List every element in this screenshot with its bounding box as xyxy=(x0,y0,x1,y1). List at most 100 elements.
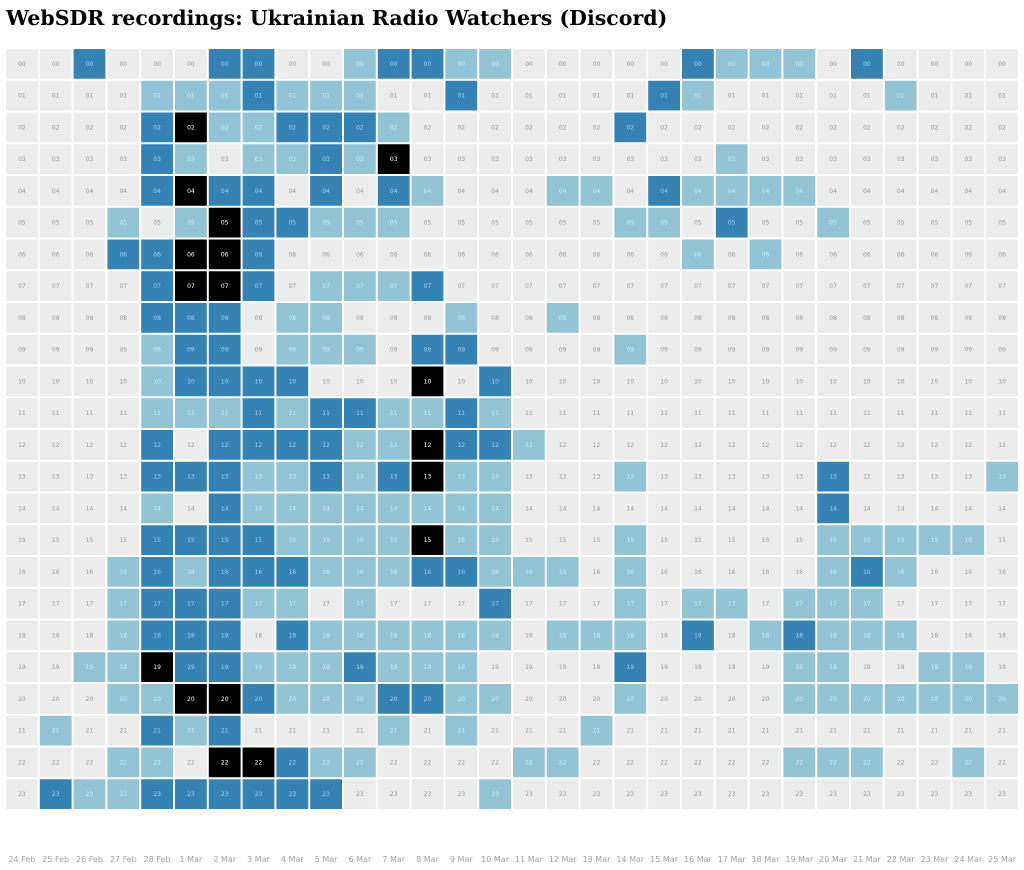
heatmap-cell-label: 18 xyxy=(559,632,567,639)
heatmap-cell-label: 02 xyxy=(593,124,601,131)
heatmap-cell xyxy=(918,239,951,270)
heatmap-cell-label: 00 xyxy=(660,61,668,68)
heatmap-cell-label: 15 xyxy=(457,537,465,544)
heatmap-cell xyxy=(851,493,883,524)
heatmap-cell xyxy=(851,80,883,111)
heatmap-cell xyxy=(918,461,951,492)
heatmap-cell xyxy=(107,176,140,206)
heatmap-cell xyxy=(986,334,1018,365)
heatmap-cell-label: 03 xyxy=(998,156,1006,163)
heatmap-cell-label: 22 xyxy=(525,759,533,766)
heatmap-cell-label: 23 xyxy=(255,791,263,798)
heatmap-cell xyxy=(208,493,241,524)
heatmap-cell xyxy=(445,207,478,238)
heatmap-cell xyxy=(614,747,647,778)
heatmap-cell xyxy=(310,557,342,587)
heatmap-cell xyxy=(682,652,714,682)
heatmap-cell-label: 05 xyxy=(457,220,465,227)
heatmap-cell xyxy=(344,715,376,746)
heatmap-cell xyxy=(580,80,613,111)
heatmap-cell xyxy=(884,430,917,460)
heatmap-cell-label: 20 xyxy=(356,696,364,703)
heatmap-cell-label: 00 xyxy=(187,61,195,68)
heatmap-cell-label: 08 xyxy=(187,315,195,322)
heatmap-cell-label: 01 xyxy=(795,93,803,100)
heatmap-cell-label: 03 xyxy=(255,156,263,163)
heatmap-cell xyxy=(851,557,883,587)
heatmap-cell xyxy=(141,271,173,301)
heatmap-cell xyxy=(783,588,816,619)
heatmap-cell xyxy=(73,49,106,79)
heatmap-cell-label: 16 xyxy=(559,569,567,576)
heatmap-cell-label: 00 xyxy=(829,61,837,68)
heatmap-cell-label: 16 xyxy=(593,569,601,576)
heatmap-cell-label: 07 xyxy=(660,283,668,290)
heatmap-cell-label: 19 xyxy=(762,664,770,671)
heatmap-cell xyxy=(479,557,511,587)
heatmap-cell xyxy=(479,334,511,365)
heatmap-cell xyxy=(208,398,241,428)
heatmap-cell xyxy=(377,112,410,143)
heatmap-cell-label: 01 xyxy=(424,93,432,100)
heatmap-cell-label: 23 xyxy=(86,791,94,798)
heatmap-cell-label: 15 xyxy=(728,537,736,544)
heatmap-cell xyxy=(682,176,714,206)
heatmap-cell-label: 04 xyxy=(491,188,499,195)
heatmap-cell-label: 21 xyxy=(491,728,499,735)
heatmap-cell xyxy=(344,620,376,651)
heatmap-cell xyxy=(73,271,106,301)
heatmap-cell xyxy=(918,430,951,460)
heatmap-cell xyxy=(39,588,72,619)
heatmap-cell xyxy=(39,779,72,809)
heatmap-cell xyxy=(208,430,241,460)
heatmap-cell-label: 14 xyxy=(660,505,668,512)
heatmap-cell-label: 10 xyxy=(660,378,668,385)
heatmap-cell-label: 17 xyxy=(86,601,94,608)
heatmap-cell-label: 07 xyxy=(795,283,803,290)
heatmap-cell xyxy=(479,652,511,682)
heatmap-cell-label: 21 xyxy=(18,728,26,735)
heatmap-cell xyxy=(851,652,883,682)
heatmap-cell-label: 23 xyxy=(897,791,905,798)
heatmap-cell-label: 18 xyxy=(187,632,195,639)
heatmap-cell xyxy=(580,747,613,778)
heatmap-cell-label: 02 xyxy=(694,124,702,131)
heatmap-cell-label: 18 xyxy=(931,632,939,639)
x-axis-tick-label: 26 Feb xyxy=(76,855,103,864)
heatmap-cell-label: 20 xyxy=(694,696,702,703)
heatmap-cell xyxy=(817,366,849,397)
heatmap-cell xyxy=(715,239,748,270)
heatmap-cell-label: 04 xyxy=(424,188,432,195)
heatmap-cell-label: 01 xyxy=(728,93,736,100)
heatmap-cell-label: 19 xyxy=(187,664,195,671)
heatmap-cell-label: 01 xyxy=(525,93,533,100)
heatmap-cell xyxy=(73,715,106,746)
heatmap-cell xyxy=(276,80,309,111)
heatmap-cell xyxy=(175,398,207,428)
heatmap-cell-label: 17 xyxy=(390,601,398,608)
heatmap-cell-label: 03 xyxy=(964,156,972,163)
heatmap-cell-label: 13 xyxy=(964,474,972,481)
heatmap-cell-label: 19 xyxy=(18,664,26,671)
heatmap-cell-label: 09 xyxy=(86,347,94,354)
heatmap-cell-label: 09 xyxy=(390,347,398,354)
heatmap-cell xyxy=(242,557,275,587)
heatmap-cell xyxy=(918,493,951,524)
heatmap-cell xyxy=(6,779,38,809)
heatmap-cell xyxy=(986,430,1018,460)
heatmap-cell xyxy=(918,652,951,682)
heatmap-cell-label: 00 xyxy=(593,61,601,68)
heatmap-cell-label: 18 xyxy=(897,632,905,639)
heatmap-cell xyxy=(817,620,849,651)
heatmap-cell xyxy=(648,493,680,524)
heatmap-cell-label: 01 xyxy=(86,93,94,100)
heatmap-cell-label: 00 xyxy=(390,61,398,68)
heatmap-cell-label: 00 xyxy=(728,61,736,68)
heatmap-cell-label: 04 xyxy=(356,188,364,195)
heatmap-cell-label: 06 xyxy=(931,251,939,258)
heatmap-cell xyxy=(107,557,140,587)
heatmap-cell-label: 07 xyxy=(221,283,229,290)
heatmap-cell xyxy=(411,112,444,143)
heatmap-cell xyxy=(310,176,342,206)
heatmap-cell-label: 15 xyxy=(998,537,1006,544)
